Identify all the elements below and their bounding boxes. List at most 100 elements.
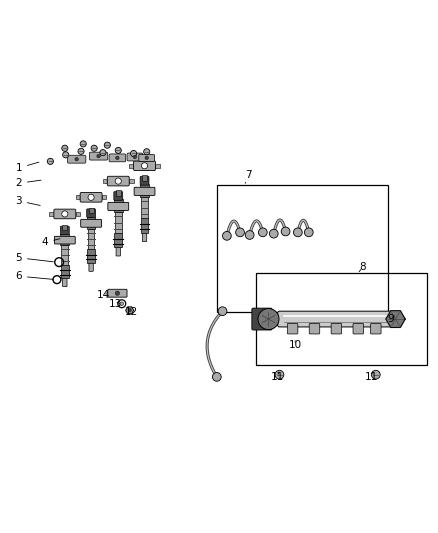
FancyBboxPatch shape [89, 152, 108, 160]
Bar [76, 195, 80, 199]
Circle shape [245, 231, 254, 239]
Circle shape [80, 141, 86, 147]
Text: 6: 6 [15, 271, 53, 281]
Polygon shape [386, 311, 405, 327]
Text: 11: 11 [271, 372, 284, 382]
Text: 9: 9 [388, 314, 394, 324]
Circle shape [218, 307, 227, 316]
Bar [141, 219, 148, 232]
FancyBboxPatch shape [252, 308, 272, 330]
Circle shape [281, 227, 290, 236]
FancyBboxPatch shape [127, 153, 143, 161]
Bar [114, 199, 123, 212]
Circle shape [275, 370, 284, 379]
Circle shape [104, 142, 110, 148]
Text: 7: 7 [245, 169, 252, 183]
Circle shape [78, 148, 84, 155]
FancyBboxPatch shape [87, 209, 95, 217]
FancyBboxPatch shape [54, 236, 75, 244]
Bar [217, 185, 388, 312]
Circle shape [258, 309, 279, 329]
Circle shape [88, 194, 94, 200]
Circle shape [236, 228, 244, 237]
FancyBboxPatch shape [60, 226, 69, 235]
FancyBboxPatch shape [108, 203, 129, 211]
Circle shape [63, 152, 69, 158]
Bar [61, 246, 68, 265]
Text: 5: 5 [15, 253, 53, 263]
Circle shape [223, 231, 231, 240]
Text: 12: 12 [125, 308, 138, 318]
FancyBboxPatch shape [80, 192, 102, 202]
Circle shape [120, 302, 124, 305]
Circle shape [128, 309, 131, 312]
Bar [62, 225, 67, 230]
Text: 1: 1 [15, 162, 39, 173]
Polygon shape [126, 307, 134, 314]
FancyBboxPatch shape [107, 176, 129, 186]
Circle shape [97, 155, 100, 158]
Circle shape [75, 157, 78, 161]
Circle shape [144, 149, 150, 155]
Circle shape [115, 147, 121, 154]
FancyBboxPatch shape [89, 262, 93, 271]
Bar [129, 164, 134, 168]
Text: 4: 4 [42, 237, 60, 247]
Text: 13: 13 [109, 298, 122, 309]
FancyBboxPatch shape [134, 161, 155, 171]
Text: 11: 11 [364, 372, 378, 382]
FancyBboxPatch shape [108, 289, 127, 297]
Bar [87, 216, 95, 229]
FancyBboxPatch shape [353, 324, 364, 334]
FancyBboxPatch shape [54, 209, 76, 219]
Circle shape [133, 155, 137, 159]
FancyBboxPatch shape [371, 324, 381, 334]
FancyBboxPatch shape [309, 324, 320, 334]
Bar [102, 195, 106, 199]
Text: 10: 10 [289, 341, 302, 350]
Bar [140, 184, 149, 197]
Bar [103, 179, 107, 183]
FancyBboxPatch shape [114, 191, 123, 200]
Text: 14: 14 [96, 290, 110, 300]
Circle shape [116, 156, 119, 159]
FancyBboxPatch shape [142, 232, 147, 241]
Text: 2: 2 [15, 178, 41, 188]
FancyBboxPatch shape [63, 278, 67, 287]
Text: 8: 8 [359, 262, 366, 272]
FancyBboxPatch shape [287, 324, 298, 334]
FancyBboxPatch shape [109, 154, 126, 162]
FancyBboxPatch shape [140, 176, 149, 185]
Bar [61, 265, 69, 278]
Bar [155, 164, 160, 168]
Bar [87, 249, 95, 263]
Text: 3: 3 [15, 196, 40, 206]
FancyBboxPatch shape [139, 155, 155, 161]
Circle shape [131, 150, 137, 157]
Bar [142, 175, 147, 181]
Bar [49, 212, 54, 216]
Circle shape [91, 145, 97, 151]
Bar [115, 212, 122, 233]
Bar [114, 233, 122, 247]
Circle shape [293, 228, 302, 237]
Circle shape [115, 291, 120, 295]
FancyBboxPatch shape [116, 247, 120, 256]
Bar [88, 208, 94, 213]
Circle shape [62, 211, 68, 217]
FancyBboxPatch shape [331, 324, 342, 334]
Bar [256, 273, 427, 365]
Bar [129, 179, 134, 183]
Bar [88, 229, 95, 249]
Bar [76, 212, 80, 216]
Circle shape [141, 163, 148, 169]
Bar [116, 190, 121, 196]
Bar [60, 233, 69, 246]
Circle shape [145, 156, 148, 159]
FancyBboxPatch shape [134, 187, 155, 196]
Circle shape [62, 145, 68, 151]
FancyBboxPatch shape [278, 311, 394, 327]
Circle shape [115, 178, 121, 184]
FancyBboxPatch shape [67, 155, 86, 163]
Circle shape [258, 228, 267, 237]
